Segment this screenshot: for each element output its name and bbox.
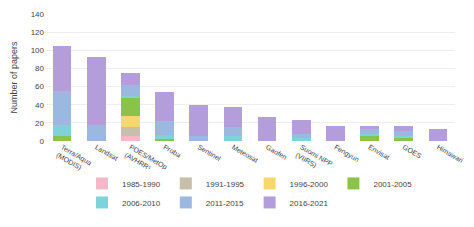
svg-text:60: 60 — [35, 82, 44, 91]
svg-text:Number of papers: Number of papers — [9, 41, 19, 114]
svg-text:140: 140 — [31, 10, 45, 19]
svg-text:2016-2021: 2016-2021 — [290, 199, 329, 208]
svg-text:80: 80 — [35, 64, 44, 73]
svg-text:2006-2010: 2006-2010 — [122, 199, 161, 208]
svg-text:100: 100 — [31, 46, 45, 55]
svg-text:Gaofen: Gaofen — [265, 143, 288, 161]
svg-text:1991-1995: 1991-1995 — [206, 180, 245, 189]
svg-text:GOES: GOES — [402, 143, 423, 159]
svg-text:Landsat: Landsat — [94, 143, 119, 162]
svg-text:Himawari: Himawari — [436, 143, 465, 164]
svg-text:40: 40 — [35, 101, 44, 110]
svg-text:2001-2005: 2001-2005 — [373, 180, 412, 189]
svg-text:1985-1990: 1985-1990 — [122, 180, 161, 189]
svg-text:20: 20 — [35, 119, 44, 128]
svg-text:Envisat: Envisat — [367, 143, 390, 161]
svg-text:Meteosat: Meteosat — [231, 143, 259, 163]
svg-text:Sentinel: Sentinel — [197, 143, 223, 162]
svg-text:1996-2000: 1996-2000 — [290, 180, 329, 189]
svg-text:Proba: Proba — [162, 143, 182, 158]
svg-text:Fengyun: Fengyun — [333, 143, 361, 164]
svg-text:120: 120 — [31, 28, 45, 37]
svg-text:0: 0 — [40, 137, 45, 146]
svg-text:2011-2015: 2011-2015 — [206, 199, 244, 208]
